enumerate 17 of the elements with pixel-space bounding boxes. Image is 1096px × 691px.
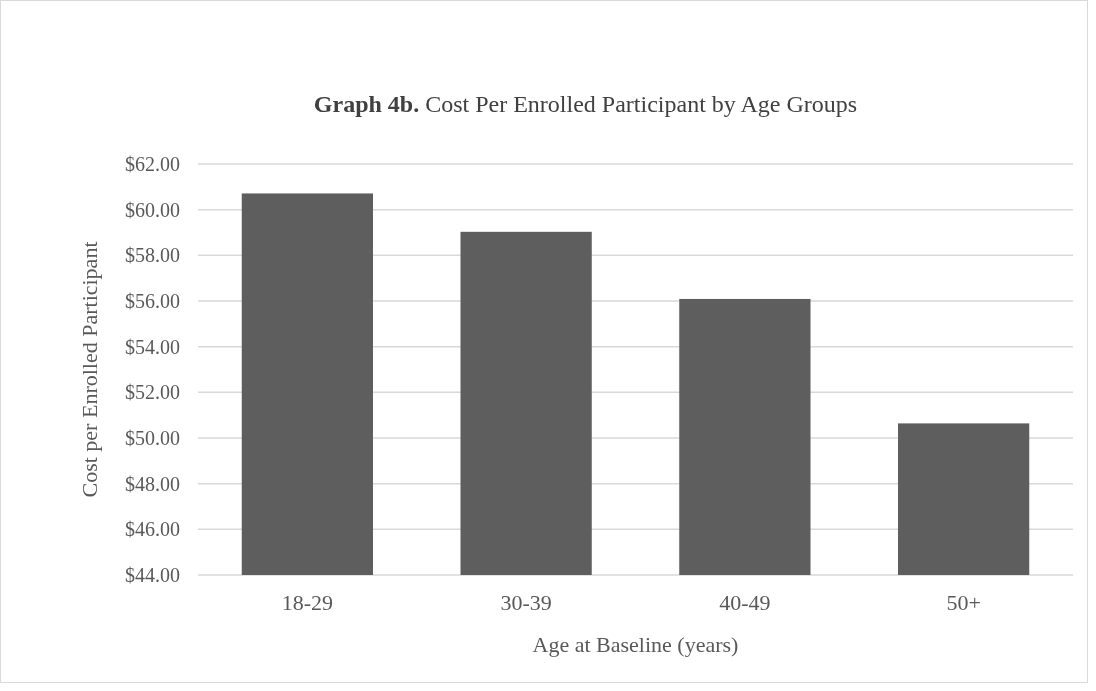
y-axis-title: Cost per Enrolled Participant (77, 241, 102, 498)
y-tick-label: $56.00 (125, 290, 180, 312)
y-tick-label: $50.00 (125, 427, 180, 449)
x-tick-label: 40-49 (719, 590, 771, 615)
y-tick-label: $58.00 (125, 244, 180, 267)
y-tick-label: $54.00 (125, 335, 180, 358)
x-tick-label: 30-39 (500, 590, 552, 615)
x-axis-title: Age at Baseline (years) (532, 632, 739, 657)
y-tick-label: $48.00 (125, 472, 180, 495)
x-tick-label: 50+ (946, 590, 981, 615)
y-tick-label: $62.00 (125, 153, 180, 175)
y-tick-label: $52.00 (125, 381, 180, 404)
y-tick-label: $44.00 (125, 564, 180, 586)
chart-title: Graph 4b. Cost Per Enrolled Participant by Age Groups (313, 91, 858, 117)
x-tick-label: 18-29 (281, 590, 334, 615)
y-tick-label: $60.00 (125, 198, 180, 221)
y-tick-label: $46.00 (125, 518, 180, 541)
